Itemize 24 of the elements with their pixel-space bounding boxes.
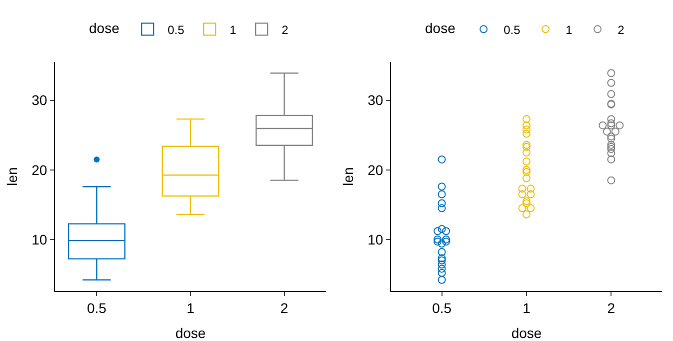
x-axis-title: dose bbox=[175, 325, 206, 341]
x-axis-title: dose bbox=[511, 325, 542, 341]
legend-label: 2 bbox=[618, 22, 625, 37]
x-tick-label: 1 bbox=[522, 300, 531, 316]
y-tick-label: 20 bbox=[32, 162, 48, 178]
x-tick-label: 1 bbox=[186, 300, 195, 316]
x-tick-label: 0.5 bbox=[432, 300, 452, 316]
legend-label: 1 bbox=[230, 22, 237, 37]
x-tick-label: 2 bbox=[607, 300, 616, 316]
x-tick-label: 2 bbox=[280, 300, 288, 316]
legend-label: 0.5 bbox=[168, 22, 185, 37]
y-tick-label: 30 bbox=[32, 92, 48, 108]
x-tick-label: 0.5 bbox=[86, 300, 107, 316]
y-tick-label: 20 bbox=[368, 162, 384, 178]
y-tick-label: 30 bbox=[368, 92, 384, 108]
y-axis-title: len bbox=[4, 167, 20, 186]
legend-title: dose bbox=[425, 20, 456, 36]
legend-label: 2 bbox=[282, 22, 289, 37]
y-tick-label: 10 bbox=[32, 231, 48, 248]
y-axis-title: len bbox=[340, 167, 356, 186]
legend-title: dose bbox=[89, 20, 120, 36]
y-tick-label: 10 bbox=[368, 231, 384, 248]
legend-label: 0.5 bbox=[504, 22, 521, 37]
legend-label: 1 bbox=[566, 22, 573, 37]
